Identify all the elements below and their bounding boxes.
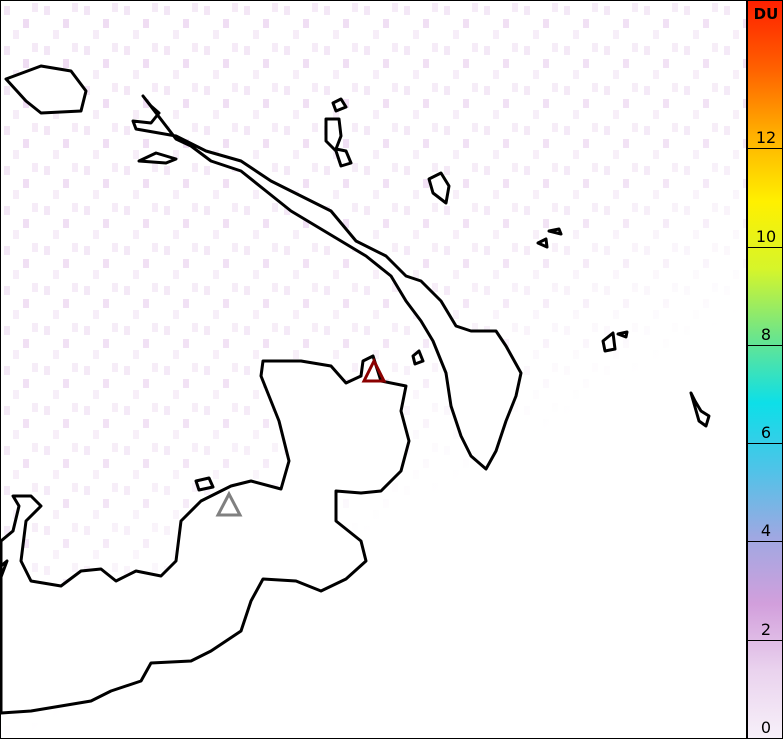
colorbar-tick bbox=[748, 639, 782, 641]
colorbar-tick-label: 10 bbox=[755, 226, 777, 246]
colorbar: DU 0 2 4 6 8 10 12 bbox=[747, 0, 783, 739]
colorbar-tick bbox=[748, 541, 782, 543]
colorbar-tick-label: 0 bbox=[760, 718, 772, 737]
colorbar-tick bbox=[748, 344, 782, 346]
so2-map bbox=[0, 0, 747, 739]
volcano-marker-gray bbox=[215, 490, 243, 517]
colorbar-tick-label: 6 bbox=[760, 423, 772, 443]
island-nw bbox=[4, 64, 88, 115]
colorbar-tick-label: 12 bbox=[755, 128, 777, 148]
colorbar-unit: DU bbox=[753, 5, 779, 23]
colorbar-gradient bbox=[748, 1, 782, 738]
coastlines bbox=[0, 64, 711, 715]
colorbar-tick-label: 8 bbox=[760, 324, 772, 344]
volcano-marker-red bbox=[361, 357, 387, 383]
colorbar-tick bbox=[748, 443, 782, 445]
map-canvas bbox=[0, 1, 746, 738]
mainland-coast bbox=[0, 354, 411, 715]
new-britain-coast bbox=[131, 94, 523, 471]
colorbar-tick-label: 2 bbox=[760, 619, 772, 639]
colorbar-tick bbox=[748, 148, 782, 150]
colorbar-tick bbox=[748, 246, 782, 248]
colorbar-tick-label: 4 bbox=[760, 521, 772, 541]
